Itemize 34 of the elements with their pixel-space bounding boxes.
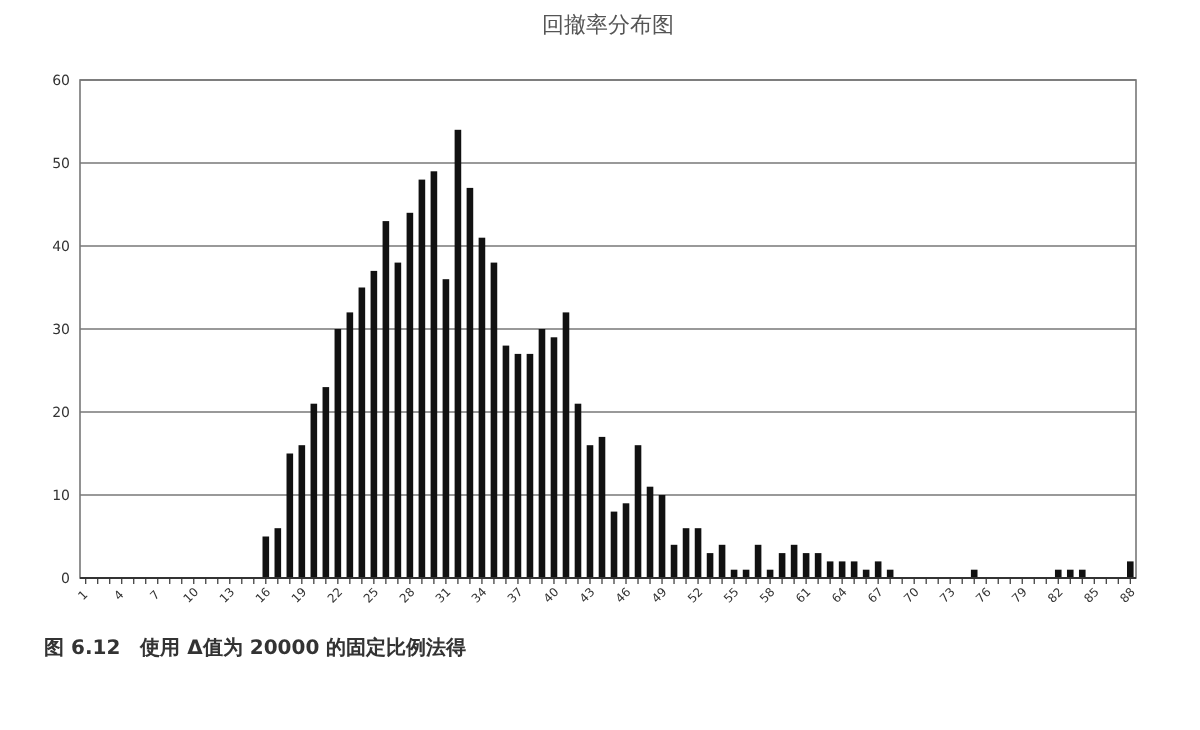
bar [598, 436, 606, 578]
bar [310, 403, 318, 578]
bar [1126, 561, 1134, 578]
bar [658, 495, 666, 578]
bar [322, 387, 330, 578]
bar [430, 171, 438, 578]
bar [334, 329, 342, 578]
bar [562, 312, 570, 578]
bar [298, 445, 306, 578]
bar [286, 453, 294, 578]
bar [406, 212, 414, 578]
bar [370, 270, 378, 578]
bar [574, 403, 582, 578]
bar [622, 503, 630, 578]
bar [514, 353, 522, 578]
bar [538, 329, 546, 578]
bar [466, 187, 474, 578]
bar [634, 445, 642, 578]
bar [346, 312, 354, 578]
bar [442, 279, 450, 578]
caption: 图 6.12 使用 Δ值为 20000 的固定比例法得 [44, 636, 467, 660]
bar [418, 179, 426, 578]
bar [478, 237, 486, 578]
bar [550, 337, 558, 578]
bar [454, 129, 462, 578]
bar [490, 262, 498, 578]
bar [526, 353, 534, 578]
bar [382, 221, 390, 578]
bar [646, 486, 654, 578]
chart-title: 回撤率分布图 [542, 12, 674, 38]
bar [358, 287, 366, 578]
bar [394, 262, 402, 578]
bar [586, 445, 594, 578]
bar [502, 345, 510, 578]
